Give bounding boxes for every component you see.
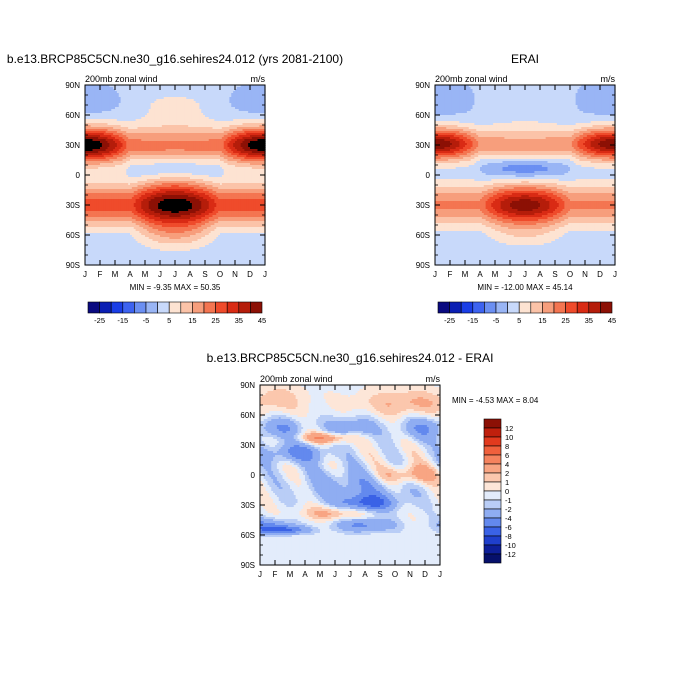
panel-model: b.e13.BRCP85C5CN.ne30_g16.sehires24.012 … — [7, 52, 343, 325]
contour-field — [85, 85, 266, 266]
panel-title: b.e13.BRCP85C5CN.ne30_g16.sehires24.012 … — [7, 52, 343, 66]
